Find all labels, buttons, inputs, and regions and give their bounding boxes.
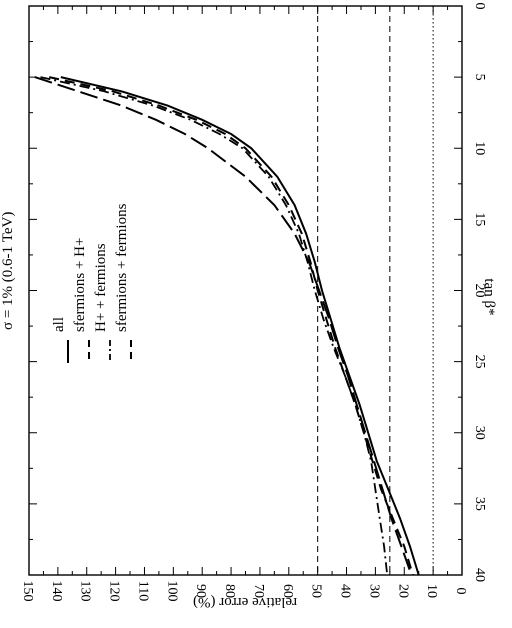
x-tick-label: 20 [472,284,487,298]
x-tick-label: 0 [472,3,487,10]
y-tick-label: 90 [193,584,208,598]
x-tick-label: 15 [472,212,487,226]
y-tick-label: 150 [20,581,35,602]
x-axis-label: tan β* [481,278,497,315]
series-line-2 [48,76,414,576]
y-tick-label: 80 [222,584,237,598]
x-tick-label: 25 [472,355,487,369]
y-tick-label: 130 [78,581,93,602]
x-tick-label: 35 [472,497,487,511]
y-tick-label: 60 [280,584,295,598]
y-tick-label: 40 [338,584,353,598]
legend-label-3: H+ + fermions [93,243,109,332]
y-tick-label: 110 [135,581,150,601]
y-tick-label: 50 [309,584,324,598]
x-tick-label: 10 [472,141,487,155]
legend-label-2: sfermions + H+ [72,238,88,332]
chart-title: σ = 1% (0.6-1 TeV) [0,212,16,330]
legend-label-4: sfermions + fermions [114,203,130,332]
y-tick-label: 70 [251,584,266,598]
y-tick-label: 140 [49,581,64,602]
x-tick-label: 5 [472,74,487,81]
y-tick-label: 120 [107,581,122,602]
y-tick-label: 20 [395,584,410,598]
y-tick-label: 100 [164,581,179,602]
series-line-3 [40,76,388,573]
y-tick-label: 0 [453,588,468,595]
y-axis-label: relative error (%) [193,594,297,610]
x-tick-label: 40 [472,568,487,582]
series-line-1 [60,76,420,576]
y-tick-label: 30 [366,584,381,598]
plot-area: 0 10 20 30 40 50 60 70 80 90 100 110 120 130 140 150 0 5 1… [0,3,497,611]
legend-label-1: all [51,317,67,332]
y-tick-label: 10 [424,584,439,598]
x-tick-label: 30 [472,426,487,440]
series-line-4 [34,76,413,576]
